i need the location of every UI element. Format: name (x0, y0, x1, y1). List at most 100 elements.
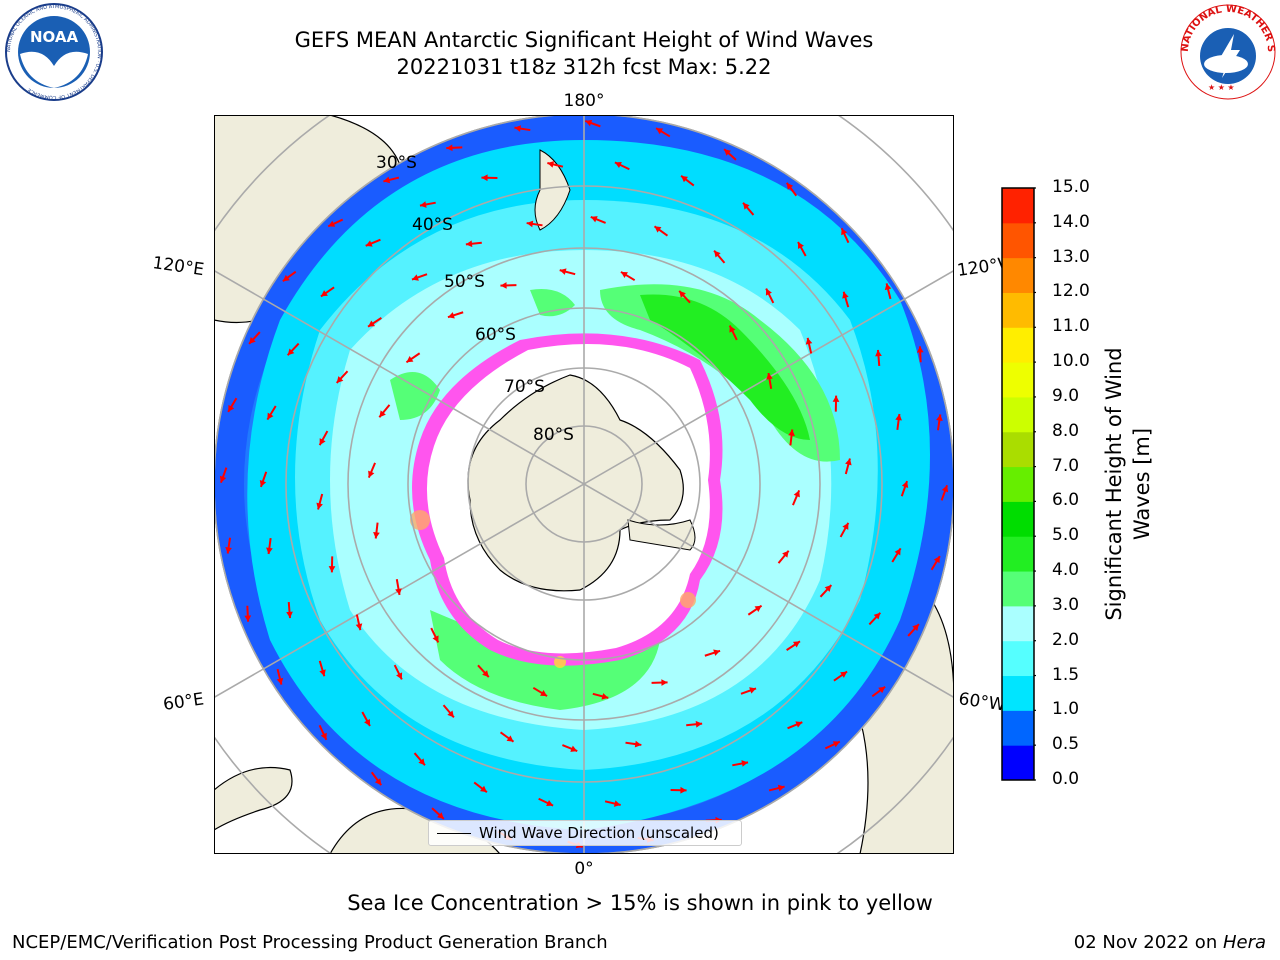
colorbar-band (1002, 292, 1034, 328)
wind-arrow-head (364, 719, 370, 727)
wind-arrow-head (901, 481, 909, 489)
legend-label: Wind Wave Direction (unscaled) (479, 824, 719, 842)
wind-arrow-head (432, 635, 439, 643)
colorbar-band (1002, 362, 1034, 398)
wind-arrow-head (559, 268, 567, 275)
wind-arrow-head (286, 611, 293, 619)
wind-arrow-head (383, 176, 391, 184)
colorbar-tick-label: 9.0 (1052, 385, 1080, 406)
wind-arrow-head (355, 623, 363, 631)
wind-arrow-head (873, 612, 881, 620)
wind-arrow-head (506, 735, 514, 742)
colorbar-band (1002, 501, 1034, 537)
wind-arrow-head (912, 624, 919, 631)
lat-label-50s: 50°S (444, 272, 485, 292)
colorbar-tick-label: 0.0 (1052, 769, 1080, 789)
colorbar-band (1002, 605, 1034, 642)
wind-arrow-head (266, 547, 273, 554)
wind-arrow-head (373, 531, 380, 539)
lon-label-60e: 60°E (162, 689, 205, 714)
wind-arrow-head (933, 556, 940, 564)
wind-arrow-head (319, 438, 326, 446)
lon-label-180: 180° (564, 91, 605, 111)
colorbar-band (1002, 188, 1034, 224)
wind-arrow-head (320, 732, 327, 740)
wind-arrow-head (805, 337, 813, 345)
wind-arrow-head (782, 550, 789, 558)
lat-label-70s: 70°S (504, 377, 545, 397)
wind-arrow-head (680, 786, 687, 794)
wind-arrow-head (526, 220, 534, 228)
wind-arrow-head (845, 458, 852, 466)
footer-host: Hera (1222, 932, 1266, 953)
wind-arrow-head (613, 800, 621, 807)
wind-arrow-head (765, 288, 772, 296)
lat-label-30s: 30°S (376, 153, 417, 173)
wind-arrow-head (316, 502, 323, 510)
wind-arrow-head (620, 271, 628, 278)
wind-arrow-head (585, 119, 593, 127)
colorbar-band (1002, 257, 1034, 293)
wind-arrow-head (788, 429, 795, 437)
wind-arrow-head (654, 226, 662, 233)
wind-arrow-head (832, 395, 840, 402)
colorbar-tick-label: 8.0 (1052, 420, 1080, 441)
wind-arrow-head (681, 175, 689, 183)
colorbar-tick-label: 2.0 (1052, 629, 1080, 650)
wind-arrow-head (379, 410, 386, 418)
wind-arrow-head (936, 414, 943, 422)
wind-arrow-head (319, 669, 326, 677)
wind-arrow-head (465, 240, 473, 248)
wind-arrow-head (320, 290, 328, 297)
wind-arrow-head (259, 479, 267, 487)
wind-arrow-head (795, 721, 803, 728)
wind-arrow-head (842, 522, 849, 530)
colorbar-tick-label: 10.0 (1052, 351, 1090, 372)
colorbar-tick-label: 1.5 (1052, 664, 1080, 685)
wind-arrow-head (546, 799, 554, 807)
wind-arrow-head (842, 291, 849, 299)
wind-arrow-head (875, 349, 882, 357)
colorbar-band (1002, 431, 1034, 468)
wind-arrow-head (714, 250, 721, 258)
wind-arrow-head (228, 404, 235, 412)
wind-arrow-head (368, 470, 375, 478)
wind-arrow-head (679, 290, 686, 298)
map-legend: Wind Wave Direction (unscaled) (428, 820, 742, 846)
antarctica-land (467, 374, 684, 592)
svg-text:★ ★ ★: ★ ★ ★ (1208, 83, 1235, 92)
wind-arrow-head (447, 710, 454, 718)
wind-arrow-head (766, 373, 773, 380)
wind-arrow-head (411, 274, 419, 281)
lon-label-120e: 120°E (151, 253, 205, 280)
footer-branch: NCEP/EMC/Verification Post Processing Pr… (12, 932, 608, 953)
colorbar-band (1002, 675, 1034, 711)
wind-arrow-head (481, 174, 488, 182)
colorbar-band (1002, 396, 1034, 433)
colorbar-label-line2: Waves [m] (1130, 427, 1154, 541)
wind-arrow-head (798, 241, 804, 249)
wind-arrow-head (419, 201, 427, 208)
wind-arrow-head (514, 125, 522, 132)
colorbar-tick-label: 1.0 (1052, 699, 1080, 720)
wind-arrow-head (328, 220, 336, 227)
colorbar-band (1002, 536, 1034, 572)
wind-arrow-head (792, 641, 800, 648)
colorbar-tick-label: 3.0 (1052, 594, 1080, 615)
wind-arrow-head (267, 412, 274, 420)
wind-arrow-head (754, 605, 762, 612)
wind-arrow-head (406, 356, 414, 363)
wind-arrow-head (249, 337, 256, 344)
lat-label-60s: 60°S (475, 325, 516, 345)
colorbar-tick-label: 5.0 (1052, 525, 1080, 546)
wind-arrow-head (336, 376, 344, 383)
lon-label-0: 0° (574, 859, 593, 879)
wind-arrow-head (601, 693, 609, 700)
wind-arrow-head (374, 778, 382, 786)
noaa-text: NOAA (30, 28, 79, 46)
wind-arrow-head (225, 546, 232, 554)
colorbar-tick-label: 11.0 (1052, 316, 1090, 337)
lat-label-80s: 80°S (533, 425, 574, 445)
chart-subtitle: 20221031 t18z 312h fcst Max: 5.22 (396, 55, 772, 79)
